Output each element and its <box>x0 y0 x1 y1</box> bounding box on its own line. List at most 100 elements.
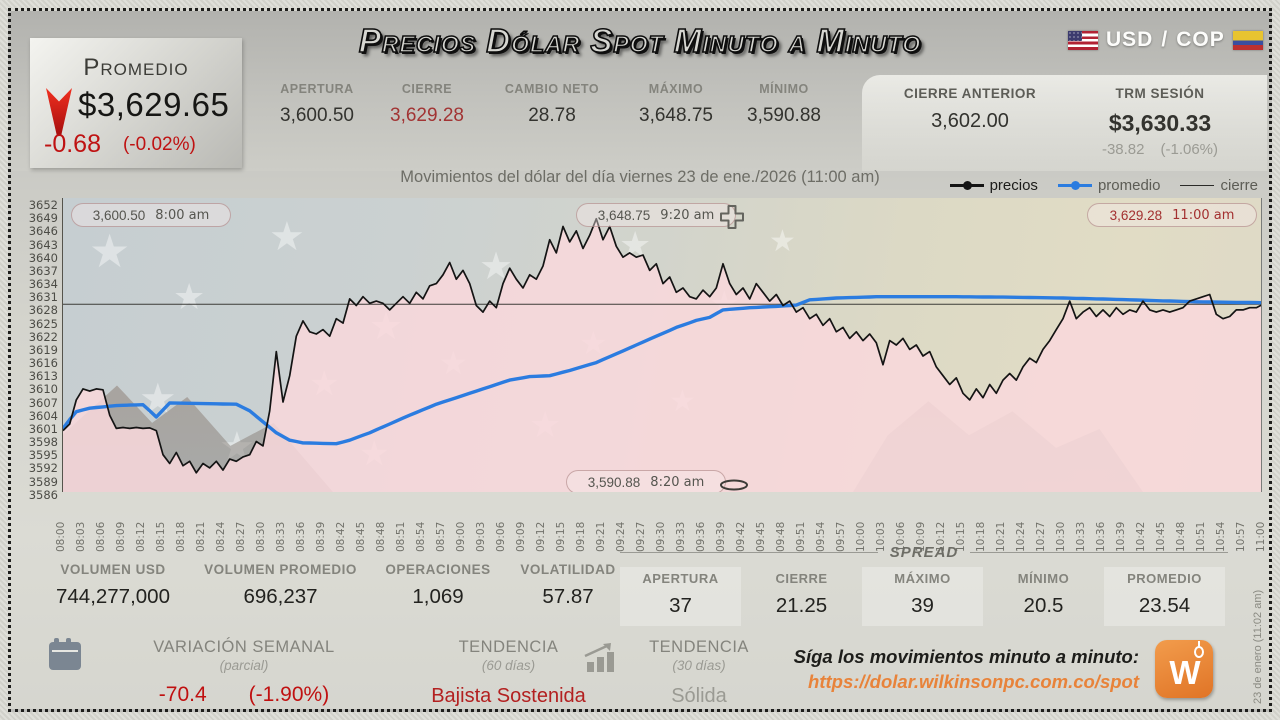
cierre-line-marker <box>1180 184 1215 187</box>
y-axis: 3586 3589 3592 3595 3598 3601 3604 3607 3610 3613… <box>16 198 58 502</box>
cta-link[interactable]: https://dolar.wilkinsonpc.com.co/spot <box>808 671 1139 692</box>
legend-promedio: promedio <box>1057 177 1160 194</box>
header-stats-row: APERTURA 3,600.50 CIERRE 3,629.28 CAMBIO… <box>262 82 838 127</box>
footer: VARIACIÓN SEMANAL (parcial) -70.4 (-1.90… <box>11 630 1269 707</box>
chart-legend: precios promedio cierre <box>949 177 1258 194</box>
y-tick-label: 3637 <box>28 263 58 278</box>
precios-area-fill <box>63 218 1261 492</box>
promedio-change: -0.68 <box>44 130 101 158</box>
annotation-low: 3,590.88 8:20 am <box>566 470 726 492</box>
x-tick-label: 08:33 <box>275 521 287 552</box>
side-timestamp: 23 de enero (11:02 am) <box>1252 589 1264 704</box>
x-tick-label: 09:09 <box>515 521 527 552</box>
coin-icon <box>1194 641 1204 658</box>
x-tick-label: 08:45 <box>355 521 367 552</box>
y-tick-label: 3607 <box>28 395 58 410</box>
y-tick-label: 3589 <box>28 474 58 489</box>
y-tick-label: 3592 <box>28 461 58 476</box>
spread-divider <box>620 552 878 553</box>
stat-volumen-usd: VOLUMEN USD 744,277,000 <box>55 562 170 608</box>
y-tick-label: 3622 <box>28 329 58 344</box>
pair-base: USD <box>1106 28 1154 51</box>
tendencia-30-value: Sólida <box>671 685 727 707</box>
x-tick-label: 08:18 <box>175 521 187 552</box>
annotation-close: 3,629.28 11:00 am <box>1087 203 1257 227</box>
stat-cambio-neto: CAMBIO NETO 28.78 <box>504 82 600 126</box>
chart-subtitle: Movimientos del dólar del día viernes 23… <box>400 168 880 186</box>
y-tick-label: 3595 <box>28 448 58 463</box>
tendencia-30: TENDENCIA (30 días) Sólida <box>629 638 769 708</box>
price-chart: ★★★★★★★★★★★★★★★★ 3,600.50 8:00 am 3,648.… <box>62 198 1262 492</box>
x-tick-label: 09:18 <box>575 521 587 552</box>
x-tick-label: 08:36 <box>295 521 307 552</box>
promedio-label: Promedio <box>83 54 189 81</box>
spread-maximo: MÁXIMO 39 <box>862 567 983 626</box>
spread-apertura: APERTURA 37 <box>620 567 741 626</box>
annotation-high: 3,648.75 9:20 am <box>576 203 736 227</box>
x-tick-label: 08:03 <box>75 521 87 552</box>
cta-block: Síga los movimientos minuto a minuto: ht… <box>794 646 1139 693</box>
spread-header: SPREAD <box>620 544 1229 561</box>
tendencia-60-value: Bajista Sostenida <box>431 685 586 707</box>
y-tick-label: 3652 <box>28 198 58 213</box>
spread-divider <box>970 552 1229 553</box>
stat-volatilidad: VOLATILIDAD 57.87 <box>520 562 616 608</box>
variacion-value: -70.4 <box>158 683 207 706</box>
x-tick-label: 08:15 <box>155 521 167 552</box>
legend-cierre: cierre <box>1180 177 1258 194</box>
y-tick-label: 3616 <box>28 356 58 371</box>
x-tick-label: 08:06 <box>95 521 107 552</box>
x-tick-label: 09:06 <box>495 521 507 552</box>
promedio-line-marker <box>1057 181 1092 190</box>
precios-line <box>63 217 1261 474</box>
pair-quote: COP <box>1176 28 1225 51</box>
promedio-line <box>63 294 1261 446</box>
x-tick-label: 09:21 <box>595 521 607 552</box>
y-tick-label: 3610 <box>28 382 58 397</box>
stat-minimo: MÍNIMO 3,590.88 <box>747 82 821 126</box>
stat-trm-sesion: TRM SESIÓN $3,630.33 -38.82 (-1.06%) <box>1101 86 1219 158</box>
y-tick-label: 3643 <box>28 237 58 252</box>
cta-text: Síga los movimientos minuto a minuto: <box>793 646 1139 667</box>
calendar-icon <box>49 638 81 670</box>
y-tick-label: 3601 <box>28 421 58 436</box>
variacion-semanal: VARIACIÓN SEMANAL (parcial) -70.4 (-1.90… <box>153 638 335 706</box>
y-tick-label: 3613 <box>28 369 58 384</box>
chart-canvas <box>63 217 1261 492</box>
x-tick-label: 08:12 <box>135 521 147 552</box>
currency-pair: USD / COP <box>1068 28 1263 52</box>
x-tick-label: 08:42 <box>335 521 347 552</box>
promedio-change-pct: (-0.02%) <box>122 134 196 155</box>
x-tick-label: 08:48 <box>375 521 387 552</box>
y-tick-label: 3640 <box>28 250 58 265</box>
stat-cierre-anterior: CIERRE ANTERIOR 3,602.00 <box>903 86 1037 132</box>
arrow-down-icon <box>46 88 72 136</box>
page-title: Precios Dólar Spot Minuto a Minuto <box>358 21 922 60</box>
stat-operaciones: OPERACIONES 1,069 <box>385 562 491 608</box>
y-tick-label: 3625 <box>28 316 58 331</box>
y-tick-label: 3604 <box>28 408 58 423</box>
x-tick-label: 09:03 <box>475 521 487 552</box>
trm-change: -38.82 <box>1101 141 1145 158</box>
variacion-pct: (-1.90%) <box>248 683 330 706</box>
y-tick-label: 3619 <box>28 342 58 357</box>
promedio-panel: Promedio $3,629.65 -0.68 (-0.02%) <box>30 38 242 168</box>
header-right-panel <box>862 75 1267 171</box>
stat-apertura: APERTURA 3,600.50 <box>280 82 354 126</box>
spread-minimo: MÍNIMO 20.5 <box>1017 571 1070 617</box>
y-tick-label: 3646 <box>28 224 58 239</box>
legend-precios: precios <box>949 177 1038 194</box>
x-tick-label: 08:24 <box>215 521 227 552</box>
x-tick-label: 08:09 <box>115 521 127 552</box>
x-tick-label: 08:51 <box>395 521 407 552</box>
y-tick-label: 3628 <box>28 303 58 318</box>
plus-marker-icon <box>720 205 744 229</box>
oval-marker-icon <box>720 479 748 491</box>
trend-chart-icon <box>584 643 614 672</box>
spread-cierre: CIERRE 21.25 <box>775 571 828 617</box>
promedio-value: $3,629.65 <box>78 86 230 123</box>
x-tick-label: 08:27 <box>235 521 247 552</box>
bottom-stats-row: VOLUMEN USD 744,277,000 VOLUMEN PROMEDIO… <box>38 562 633 609</box>
x-tick-label: 08:57 <box>435 521 447 552</box>
x-tick-label: 08:00 <box>55 521 67 552</box>
